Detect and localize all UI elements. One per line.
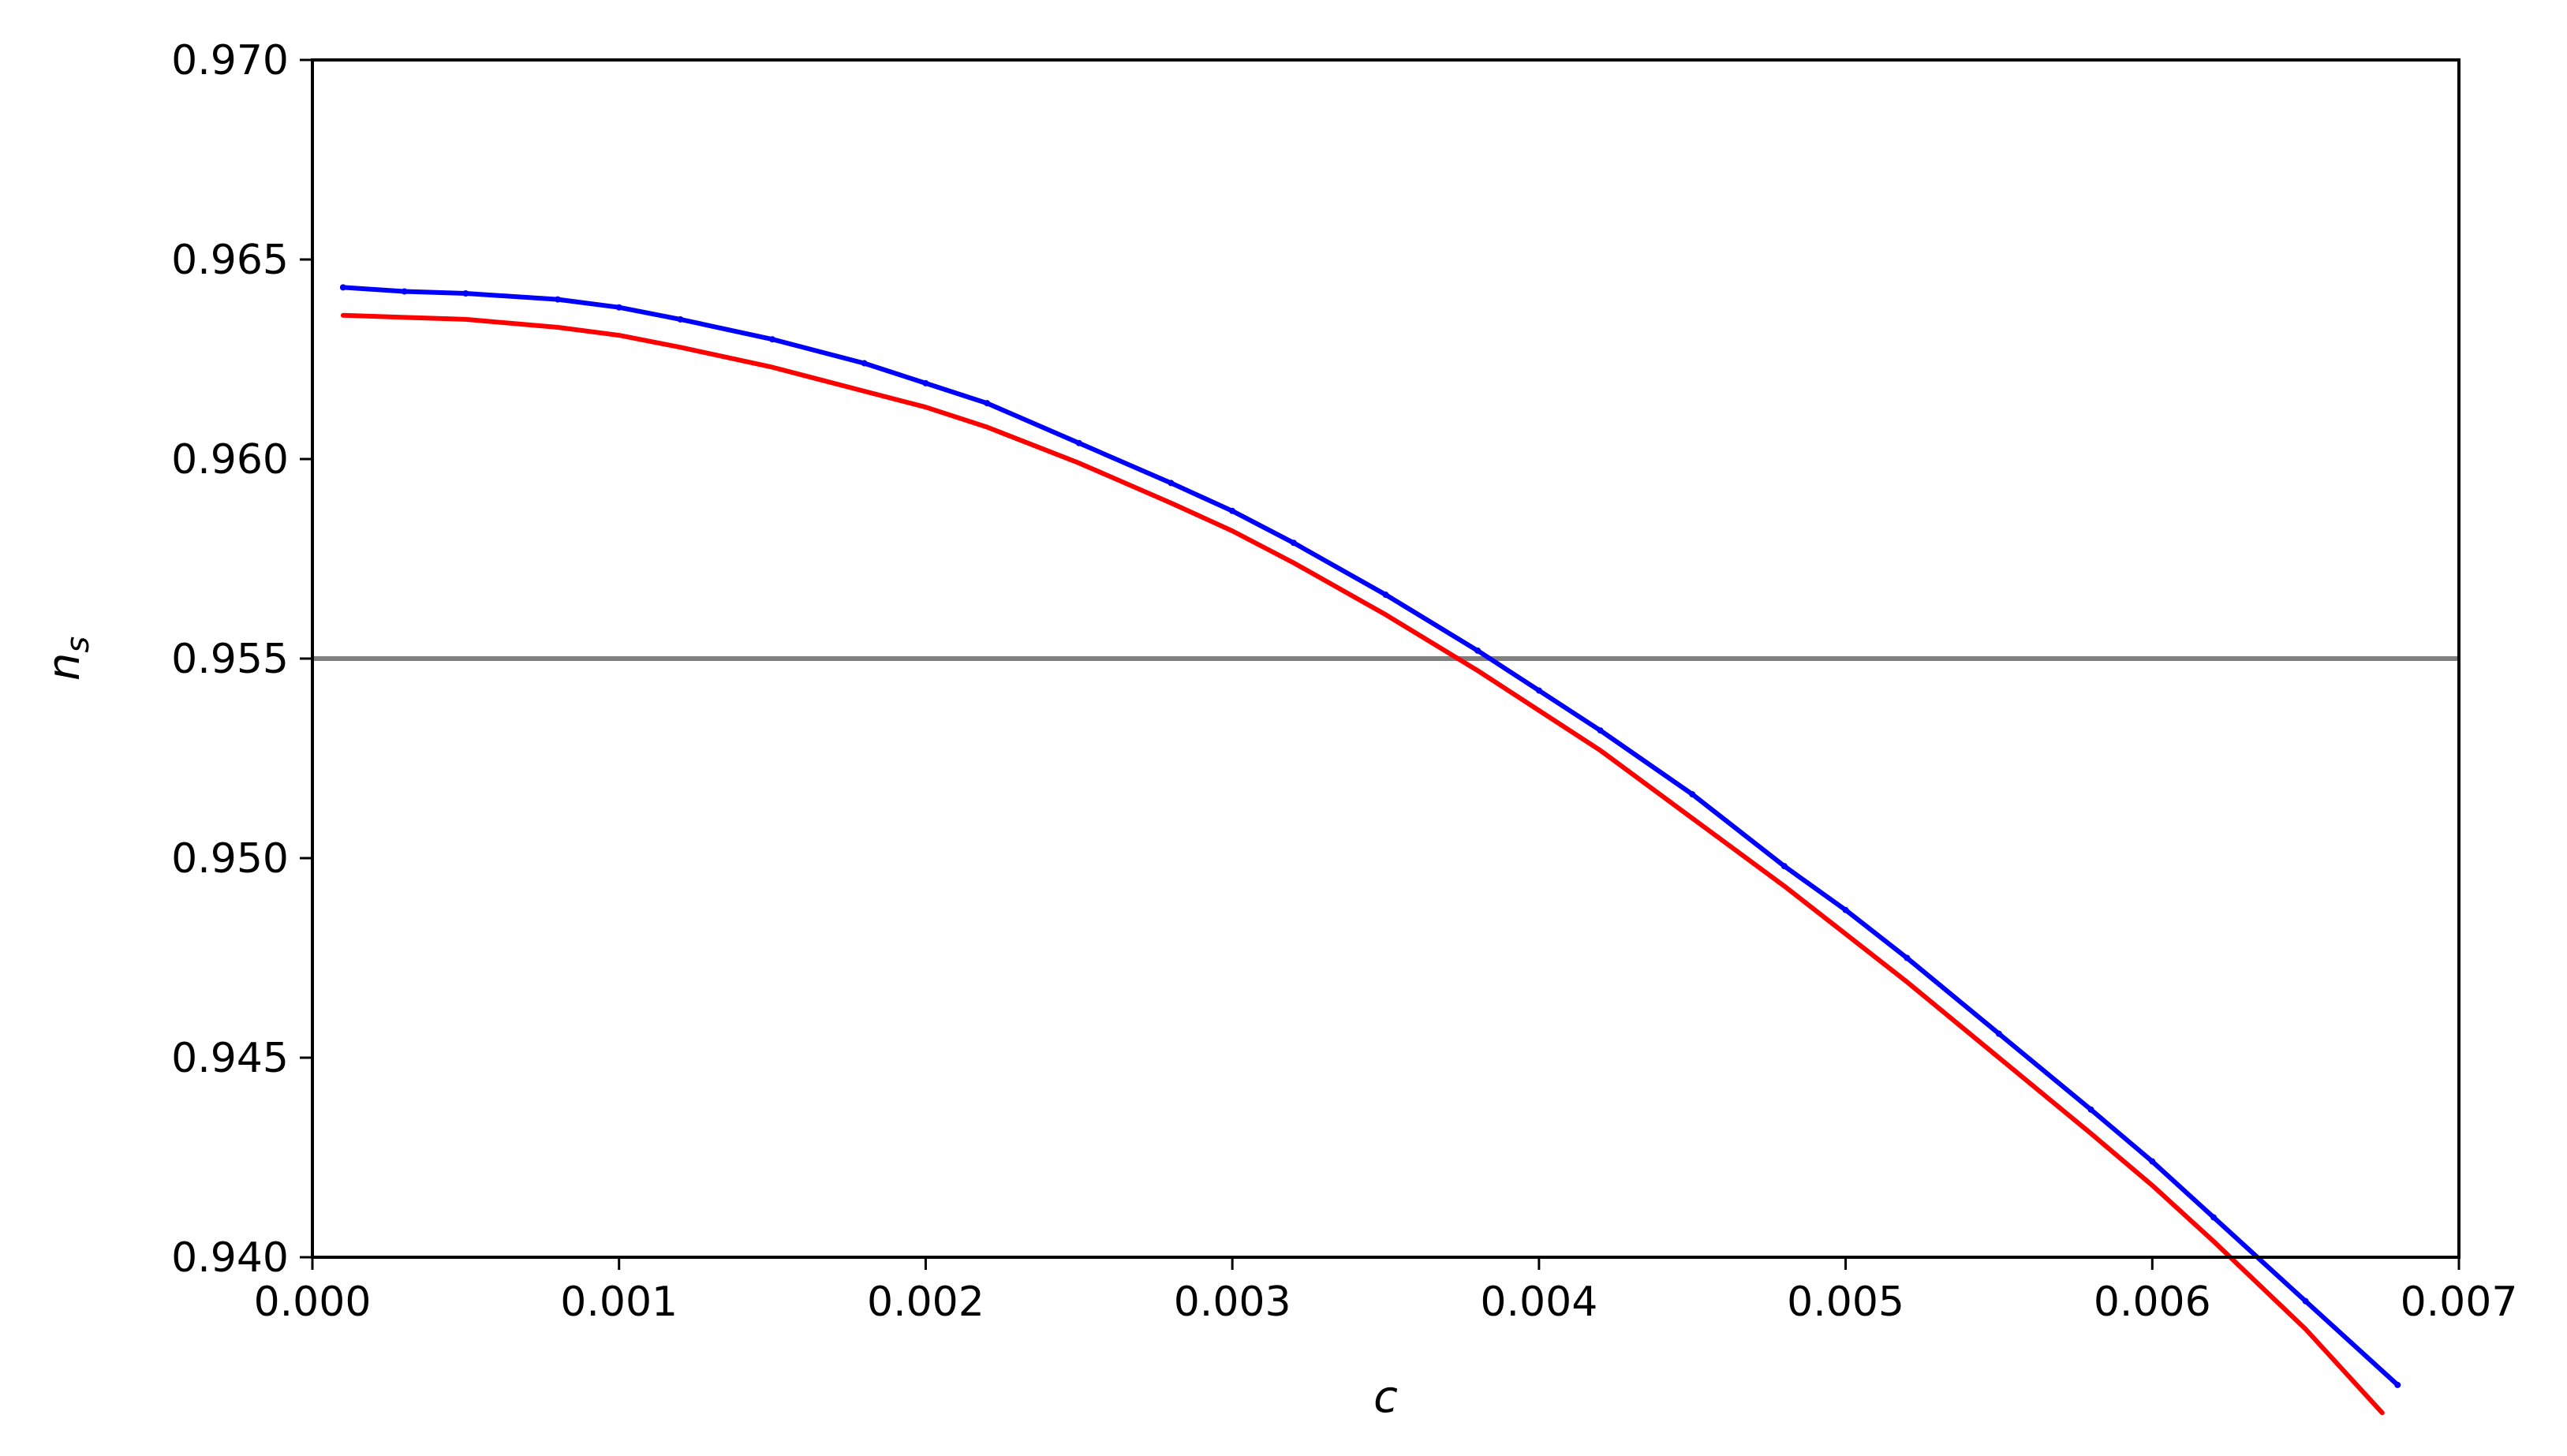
y-tick-label: 0.955: [171, 636, 289, 683]
series-0-point: [861, 360, 868, 367]
series-0-point: [1382, 592, 1389, 599]
series-0-point: [2149, 1158, 2156, 1165]
x-tick-label: 0.001: [560, 1279, 678, 1326]
series-0-point: [554, 296, 561, 303]
series-0-point: [2087, 1106, 2094, 1113]
series-0-point: [615, 304, 622, 311]
y-axis-label-base: n: [39, 653, 90, 681]
series-0-point: [922, 379, 929, 386]
series-0-point: [1474, 647, 1482, 654]
y-axis: 0.940 0.945 0.950 0.955 0.960 0.965 0.970: [171, 37, 312, 1282]
series-0-point: [2210, 1214, 2218, 1221]
series-0-point: [677, 315, 684, 323]
plot-area: [312, 284, 2459, 1416]
series-0-point: [769, 336, 776, 343]
y-tick-label: 0.970: [171, 37, 289, 84]
series-0-point: [1842, 906, 1849, 913]
x-axis: 0.000 0.001 0.002 0.003 0.004 0.005 0.006 0.007: [254, 1257, 2518, 1326]
y-tick-label: 0.945: [171, 1035, 289, 1082]
x-tick-label: 0.006: [2094, 1279, 2211, 1326]
x-tick-label: 0.002: [867, 1279, 985, 1326]
y-axis-label-subscript: s: [60, 637, 96, 653]
series-0-point: [984, 400, 991, 407]
y-tick-label: 0.965: [171, 237, 289, 284]
x-tick-label: 0.000: [254, 1279, 372, 1326]
series-0-point: [1597, 727, 1604, 734]
y-axis-label: ns: [39, 637, 96, 681]
series-0-point: [1075, 439, 1082, 446]
x-tick-label: 0.005: [1787, 1279, 1904, 1326]
series-0-line: [340, 285, 2401, 1387]
series-0-point: [462, 290, 469, 297]
series-0-point: [1535, 687, 1542, 694]
x-axis-label: c: [1373, 1372, 1398, 1423]
series-0-point: [1995, 1030, 2002, 1037]
x-tick-label: 0.004: [1480, 1279, 1597, 1326]
series-0-point: [1290, 539, 1297, 547]
y-tick-label: 0.950: [171, 835, 289, 883]
y-tick-label: 0.940: [171, 1234, 289, 1282]
series-0-point: [1689, 791, 1696, 798]
series-0-point: [2394, 1381, 2401, 1388]
x-tick-label: 0.003: [1174, 1279, 1291, 1326]
x-tick-label: 0.007: [2401, 1279, 2518, 1326]
series-0-point: [1780, 863, 1788, 870]
series-0-point: [1229, 507, 1236, 514]
series-1-line: [340, 312, 2385, 1416]
series-0-point: [401, 288, 408, 295]
series-0-point: [1904, 954, 1911, 961]
series-0-point: [1168, 480, 1175, 487]
y-tick-label: 0.960: [171, 436, 289, 483]
series-0-point: [339, 284, 346, 291]
series-0-point: [2302, 1297, 2309, 1305]
